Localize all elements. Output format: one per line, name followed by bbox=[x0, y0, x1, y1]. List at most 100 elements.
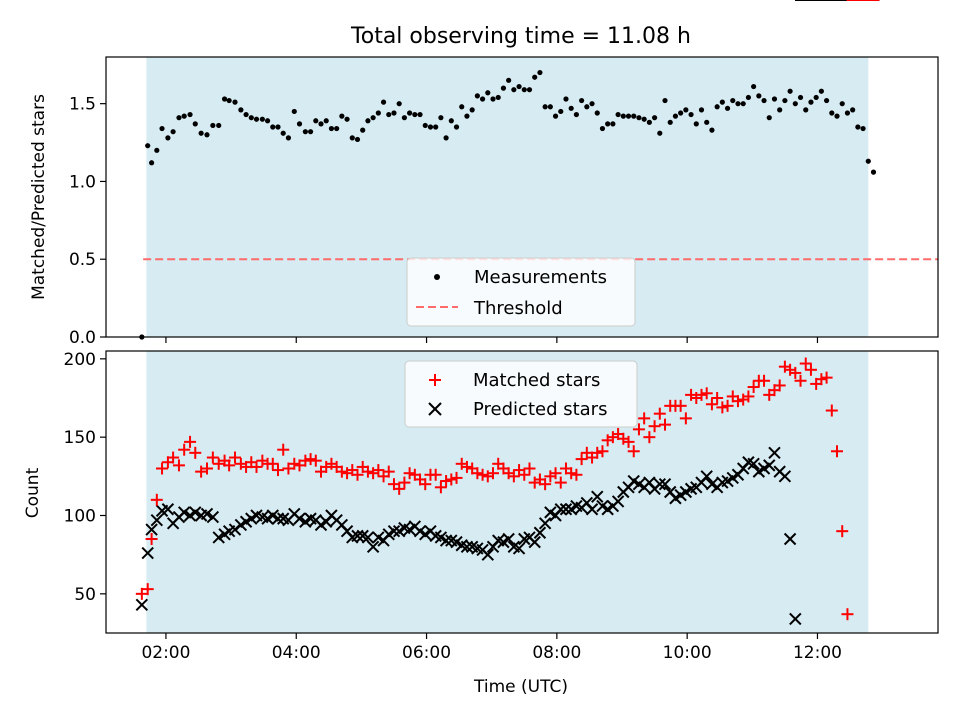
bottom-y-tick-label: 50 bbox=[74, 585, 96, 605]
measurement-point bbox=[264, 118, 271, 124]
top-y-axis-ticks: 0.0 0.5 1.0 1.5 bbox=[69, 95, 106, 348]
x-tick-label: 02:00 bbox=[141, 643, 190, 663]
measurement-point bbox=[537, 69, 543, 76]
measurement-point bbox=[683, 107, 689, 113]
measurement-point bbox=[243, 111, 249, 118]
measurement-point bbox=[386, 111, 392, 118]
measurement-point bbox=[291, 108, 297, 115]
measurement-point bbox=[526, 87, 533, 93]
predicted-point bbox=[783, 532, 797, 546]
measurement-point bbox=[646, 119, 652, 125]
matched-point bbox=[200, 462, 213, 475]
matched-point bbox=[679, 412, 692, 425]
predicted-point bbox=[591, 490, 604, 503]
measurement-point bbox=[829, 110, 835, 116]
matched-point bbox=[460, 460, 473, 473]
predicted-point bbox=[658, 477, 672, 491]
measurement-point bbox=[662, 97, 668, 104]
measurement-point bbox=[323, 118, 329, 124]
measurement-point bbox=[850, 107, 856, 113]
x-tick-label: 10:00 bbox=[663, 643, 712, 663]
matched-point bbox=[335, 465, 348, 478]
predicted-point bbox=[653, 477, 667, 491]
measurement-point bbox=[667, 119, 673, 125]
predicted-point bbox=[361, 531, 375, 544]
measurement-point bbox=[719, 99, 725, 105]
measurement-point bbox=[259, 116, 265, 122]
predicted-point bbox=[439, 534, 453, 547]
bottom-y-tick-label: 200 bbox=[64, 350, 96, 370]
measurement-point bbox=[704, 119, 710, 125]
measurement-point bbox=[176, 115, 182, 121]
matched-point bbox=[487, 467, 500, 480]
predicted-point bbox=[387, 524, 401, 538]
x-tick-label: 08:00 bbox=[532, 643, 581, 663]
predicted-point bbox=[271, 512, 285, 525]
measurement-point bbox=[370, 115, 376, 121]
matched-point bbox=[229, 451, 242, 464]
measurement-point bbox=[787, 88, 793, 94]
legend-measurements-label: Measurements bbox=[474, 267, 607, 288]
measurement-point bbox=[380, 99, 387, 105]
measurement-point bbox=[855, 124, 861, 130]
measurement-point bbox=[479, 96, 486, 102]
measurement-point bbox=[438, 115, 444, 121]
predicted-point bbox=[763, 459, 776, 472]
predicted-point bbox=[212, 531, 225, 544]
matched-point bbox=[309, 454, 322, 467]
predicted-point bbox=[135, 598, 149, 612]
matched-point bbox=[742, 390, 755, 403]
predicted-point bbox=[150, 513, 164, 527]
matched-point bbox=[445, 473, 458, 486]
matched-point bbox=[747, 381, 760, 394]
measurement-point bbox=[360, 127, 366, 133]
bottom-y-axis-ticks: 50 100 150 200 bbox=[64, 350, 106, 605]
measurement-point bbox=[459, 104, 465, 110]
measurement-point bbox=[187, 111, 193, 118]
legend-measurements-marker bbox=[434, 274, 440, 280]
matched-point bbox=[575, 453, 588, 466]
measurement-point bbox=[573, 111, 580, 118]
measurement-point bbox=[149, 160, 155, 166]
top-y-tick-label: 0.5 bbox=[69, 250, 96, 270]
measurement-point bbox=[745, 94, 752, 101]
measurement-point bbox=[839, 101, 845, 107]
measurement-point bbox=[285, 135, 292, 141]
matched-point bbox=[419, 478, 432, 491]
bottom-y-tick-label: 100 bbox=[64, 507, 96, 527]
matched-point bbox=[773, 379, 786, 392]
bottom-x-axis-ticks: 02:00 04:00 06:00 08:00 10:00 12:00 bbox=[141, 633, 842, 663]
measurement-point bbox=[714, 104, 720, 110]
measurement-point bbox=[797, 94, 804, 101]
measurement-point bbox=[740, 101, 746, 107]
matched-point bbox=[653, 407, 666, 420]
measurement-point bbox=[154, 147, 160, 153]
matched-point bbox=[156, 462, 169, 475]
matched-point bbox=[223, 459, 236, 472]
legend-matched-marker bbox=[429, 374, 441, 386]
matched-point bbox=[361, 465, 374, 478]
measurement-point bbox=[735, 101, 741, 107]
measurement-point bbox=[615, 111, 621, 118]
measurement-point bbox=[672, 113, 679, 119]
predicted-point bbox=[351, 529, 364, 543]
measurement-point bbox=[216, 122, 222, 129]
measurement-point bbox=[865, 158, 871, 164]
measurement-point bbox=[532, 74, 538, 80]
bottom-legend-box bbox=[404, 360, 638, 428]
measurement-point bbox=[165, 135, 171, 141]
measurement-point bbox=[610, 121, 616, 127]
measurement-point bbox=[495, 94, 501, 101]
matched-point bbox=[804, 363, 817, 376]
matched-point bbox=[831, 445, 844, 458]
predicted-point bbox=[554, 503, 567, 516]
measurement-point bbox=[563, 96, 569, 102]
predicted-point bbox=[177, 506, 191, 519]
matched-point bbox=[189, 446, 202, 459]
measurement-point bbox=[145, 143, 151, 149]
measurement-point bbox=[568, 105, 574, 111]
bottom-y-axis-label: Count bbox=[23, 467, 43, 518]
top-x-axis-ticks bbox=[165, 337, 819, 343]
matched-point bbox=[304, 453, 317, 466]
measurement-point bbox=[709, 127, 715, 133]
